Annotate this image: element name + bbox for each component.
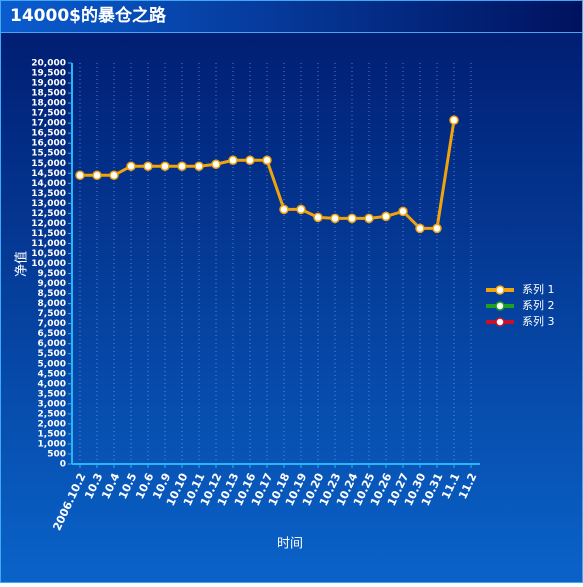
point [296, 204, 306, 215]
y-tick-label: 15,500 [31, 149, 66, 159]
legend-label: 系列 2 [522, 298, 555, 312]
legend-label: 系列 3 [522, 314, 555, 328]
y-tick-label: 10,500 [31, 249, 66, 259]
point [126, 161, 136, 172]
point [92, 170, 102, 181]
legend-label: 系列 1 [522, 282, 555, 296]
y-tick-label: 2,500 [38, 409, 66, 419]
y-tick-label: 14,500 [31, 169, 66, 179]
point [364, 213, 374, 224]
y-tick-label: 8,000 [38, 299, 66, 309]
y-tick-label: 14,000 [31, 179, 66, 189]
y-tick-label: 7,000 [38, 319, 66, 329]
y-tick-label: 15,000 [31, 159, 66, 169]
y-tick-label: 16,500 [31, 129, 66, 139]
y-tick-label: 0 [60, 460, 66, 470]
y-tick-label: 17,500 [31, 109, 66, 119]
point [143, 161, 153, 172]
y-tick-label: 13,500 [31, 189, 66, 199]
y-tick-label: 11,500 [31, 229, 66, 239]
point [75, 170, 85, 181]
y-tick-label: 20,000 [31, 59, 66, 69]
point [381, 211, 391, 222]
y-tick-label: 16,000 [31, 139, 66, 149]
legend-marker [495, 285, 505, 295]
y-tick-label: 18,500 [31, 89, 66, 99]
y-tick-label: 1,000 [38, 439, 66, 449]
legend-marker [495, 317, 505, 327]
point [160, 161, 170, 172]
y-tick-label: 11,000 [31, 239, 66, 249]
y-tick-label: 6,000 [38, 339, 66, 349]
point [245, 155, 255, 165]
y-tick-label: 1,500 [38, 429, 66, 439]
y-tick-label: 8,500 [38, 289, 66, 299]
x-axis-label: 时间 [277, 537, 303, 552]
point [415, 223, 425, 234]
y-tick-label: 13,000 [31, 199, 66, 209]
legend-marker [495, 301, 505, 311]
header [0, 0, 583, 32]
point [449, 115, 459, 125]
y-tick-label: 19,500 [31, 69, 66, 79]
y-tick-label: 7,500 [38, 309, 66, 319]
y-tick-label: 4,500 [38, 369, 66, 379]
point [211, 159, 221, 170]
y-tick-label: 5,000 [38, 359, 66, 369]
y-tick-label: 500 [47, 449, 66, 459]
y-tick-label: 12,000 [31, 219, 66, 229]
point [228, 155, 238, 165]
point [109, 170, 119, 181]
point [194, 161, 204, 172]
y-axis-label: 净值 [14, 251, 30, 277]
point [347, 213, 357, 224]
y-tick-label: 19,000 [31, 79, 66, 89]
point [279, 204, 289, 215]
y-tick-label: 3,000 [38, 399, 66, 409]
y-tick-label: 12,500 [31, 209, 66, 219]
y-tick-label: 9,000 [38, 279, 66, 289]
point [262, 155, 272, 165]
point [177, 161, 187, 172]
y-tick-label: 18,000 [31, 99, 66, 109]
y-tick-label: 9,500 [38, 269, 66, 279]
y-tick-label: 10,000 [31, 259, 66, 269]
point [398, 206, 408, 217]
point [313, 212, 323, 223]
chart-title: 14000$的暴仓之路 [10, 5, 167, 26]
y-tick-label: 5,500 [38, 349, 66, 359]
point [330, 213, 340, 224]
y-tick-label: 2,000 [38, 419, 66, 429]
point [432, 223, 442, 234]
y-tick-label: 3,500 [38, 389, 66, 399]
y-tick-label: 6,500 [38, 329, 66, 339]
y-tick-label: 17,000 [31, 119, 66, 129]
y-tick-label: 4,000 [38, 379, 66, 389]
